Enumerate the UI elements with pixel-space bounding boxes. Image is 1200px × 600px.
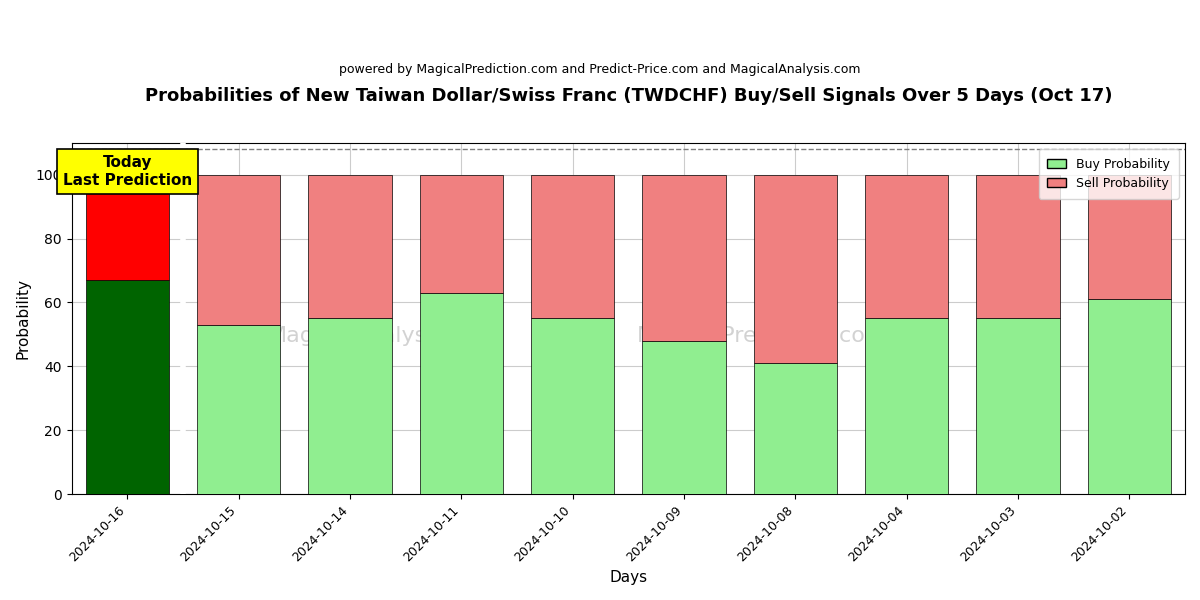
Bar [420, 175, 503, 293]
Text: Today
Last Prediction: Today Last Prediction [62, 155, 192, 188]
Bar [530, 319, 614, 494]
Text: MagicalPrediction.com: MagicalPrediction.com [637, 326, 887, 346]
Bar [865, 175, 948, 319]
Bar [308, 319, 391, 494]
Bar [197, 175, 281, 325]
Bar [754, 175, 838, 363]
Bar [530, 175, 614, 319]
Bar [308, 175, 391, 319]
X-axis label: Days: Days [610, 570, 647, 585]
Bar [642, 341, 726, 494]
Bar [1087, 299, 1171, 494]
Legend: Buy Probability, Sell Probability: Buy Probability, Sell Probability [1039, 149, 1178, 199]
Title: Probabilities of New Taiwan Dollar/Swiss Franc (TWDCHF) Buy/Sell Signals Over 5 : Probabilities of New Taiwan Dollar/Swiss… [144, 87, 1112, 105]
Text: powered by MagicalPrediction.com and Predict-Price.com and MagicalAnalysis.com: powered by MagicalPrediction.com and Pre… [340, 63, 860, 76]
Bar [197, 325, 281, 494]
Bar [420, 293, 503, 494]
Bar [1087, 175, 1171, 299]
Bar [85, 175, 169, 280]
Text: MagicalAnalysis.com: MagicalAnalysis.com [268, 326, 499, 346]
Bar [977, 175, 1060, 319]
Bar [85, 280, 169, 494]
Bar [642, 175, 726, 341]
Bar [754, 363, 838, 494]
Bar [977, 319, 1060, 494]
Bar [865, 319, 948, 494]
Y-axis label: Probability: Probability [16, 278, 30, 359]
